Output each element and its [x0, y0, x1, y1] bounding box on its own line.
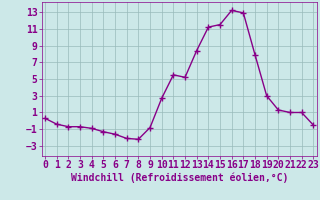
- X-axis label: Windchill (Refroidissement éolien,°C): Windchill (Refroidissement éolien,°C): [70, 173, 288, 183]
